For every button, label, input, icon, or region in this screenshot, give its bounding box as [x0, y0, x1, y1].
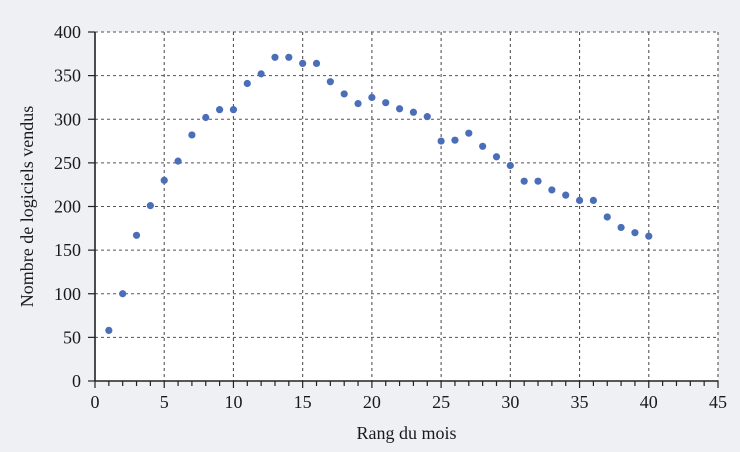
data-point [548, 186, 556, 194]
y-tick-label: 350 [54, 66, 81, 86]
data-point [465, 129, 473, 137]
x-tick-label: 40 [640, 392, 658, 412]
data-point [492, 153, 501, 161]
data-point [575, 196, 584, 204]
data-point [271, 53, 279, 61]
x-tick-label: 30 [501, 392, 519, 412]
data-point [423, 113, 431, 121]
grid-lines [95, 31, 719, 381]
data-point [645, 232, 653, 240]
data-point [146, 202, 154, 210]
y-tick-label: 200 [54, 197, 81, 217]
data-point [437, 137, 445, 145]
data-point [174, 157, 182, 165]
data-point [132, 231, 141, 239]
y-tick-label: 50 [63, 327, 81, 347]
data-point [506, 161, 514, 170]
y-tick-label: 0 [72, 371, 81, 391]
y-tick-label: 250 [54, 153, 81, 173]
data-point [409, 108, 418, 116]
data-point [188, 131, 196, 139]
x-tick-label: 25 [432, 392, 450, 412]
data-point [479, 142, 487, 150]
x-tick-label: 15 [294, 392, 312, 412]
data-point [368, 93, 376, 102]
data-point [451, 136, 459, 144]
data-point [299, 59, 307, 68]
data-point [562, 191, 570, 199]
axis-ticks: 0 5 10 15 20 25 30 35 40 45 0 50 100 150 200 250 300 350 4… [54, 22, 727, 412]
data-point [202, 113, 210, 122]
data-point [395, 105, 404, 113]
data-point [631, 229, 639, 237]
x-tick-label: 45 [709, 392, 727, 412]
data-point [603, 213, 611, 221]
data-point [520, 177, 528, 185]
data-point [105, 326, 113, 334]
data-point [257, 70, 265, 78]
data-point [243, 79, 251, 88]
data-point [160, 176, 168, 184]
data-points [105, 53, 653, 334]
data-point [354, 99, 362, 108]
y-tick-label: 300 [54, 109, 81, 129]
x-tick-label: 5 [160, 392, 169, 412]
y-axis-title: Nombre de logiciels vendus [17, 106, 37, 307]
data-point [285, 53, 293, 61]
data-point [617, 223, 625, 232]
data-point [312, 59, 321, 68]
x-tick-label: 10 [224, 392, 242, 412]
data-point [119, 290, 127, 298]
data-point [534, 177, 542, 185]
data-point [589, 196, 598, 204]
x-tick-label: 20 [363, 392, 381, 412]
data-point [326, 78, 334, 86]
x-tick-label: 0 [91, 392, 100, 412]
y-tick-label: 100 [54, 284, 81, 304]
x-axis-title: Rang du mois [356, 423, 456, 443]
data-point [229, 106, 238, 114]
y-tick-label: 400 [54, 22, 81, 42]
y-tick-label: 150 [54, 240, 81, 260]
x-tick-label: 35 [571, 392, 589, 412]
data-point [216, 106, 224, 114]
data-point [382, 99, 390, 107]
data-point [340, 90, 348, 98]
